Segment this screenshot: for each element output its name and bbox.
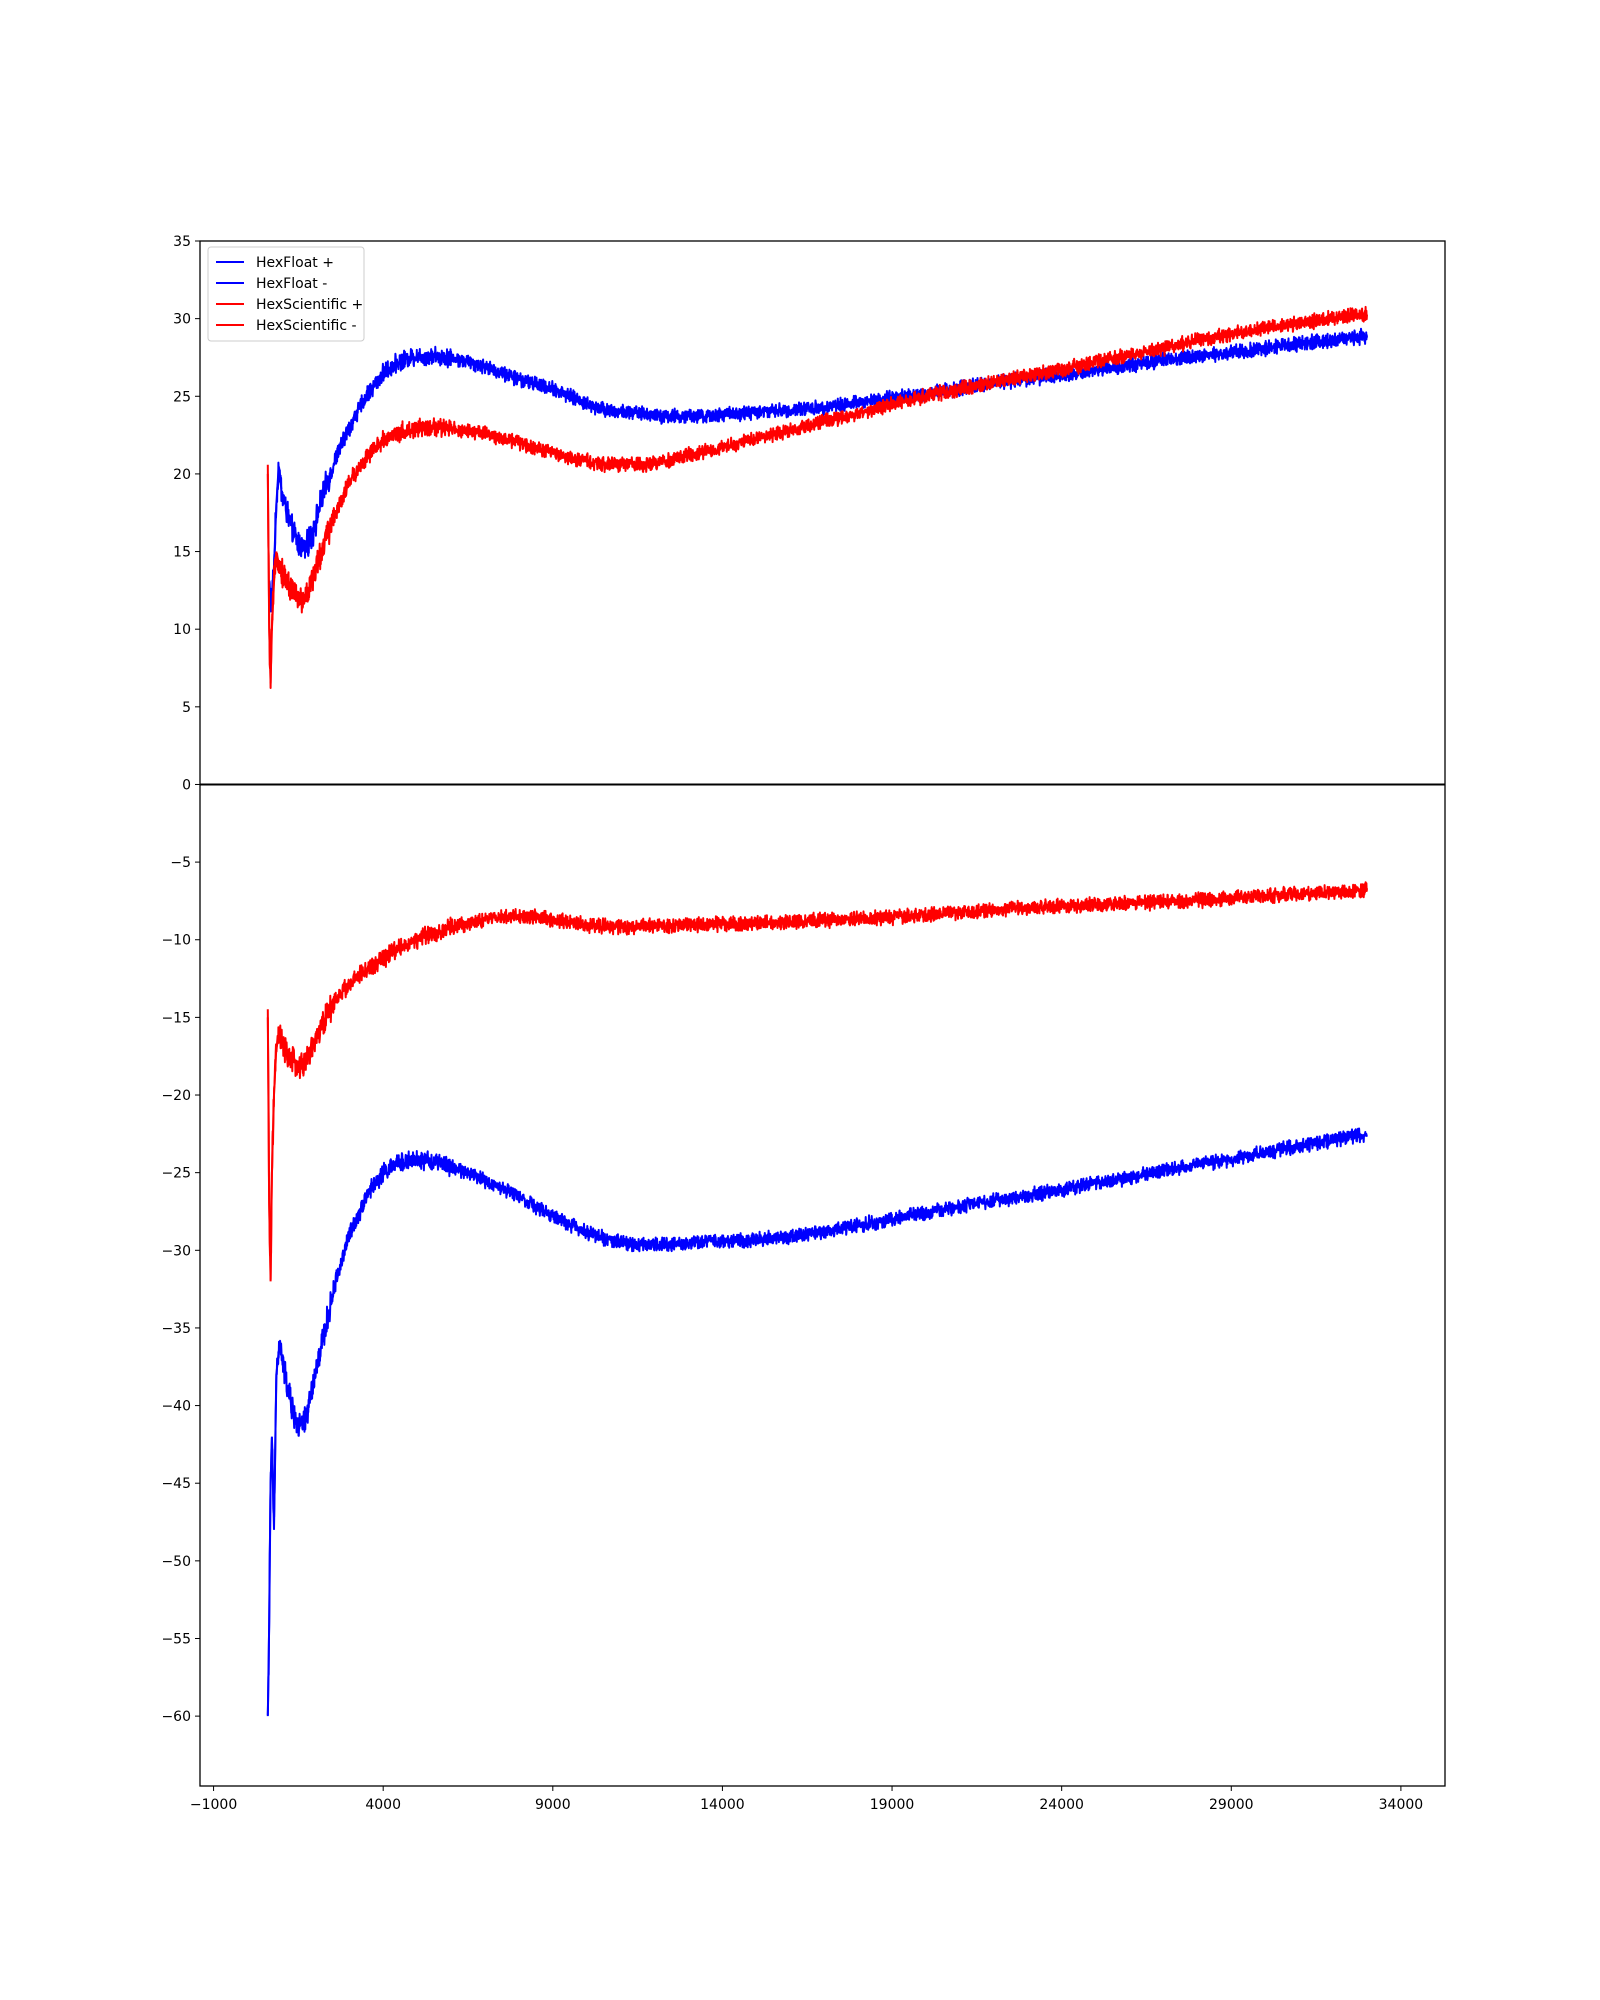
y-tick-label: −25 (161, 1166, 191, 1182)
series-line-0 (268, 327, 1368, 613)
y-tick-label: −40 (161, 1399, 191, 1415)
x-tick-label: 34000 (1379, 1797, 1424, 1813)
x-tick-label: 29000 (1209, 1797, 1254, 1813)
y-tick-label: 25 (173, 389, 191, 405)
y-tick-label: 15 (173, 545, 191, 561)
x-tick-label: 14000 (700, 1797, 745, 1813)
y-tick-label: 30 (173, 312, 191, 328)
y-tick-label: 5 (182, 700, 191, 716)
y-tick-label: −35 (161, 1321, 191, 1337)
series-line-3 (266, 881, 1368, 1281)
x-tick-label: −1000 (190, 1797, 237, 1813)
legend-box (207, 246, 365, 342)
y-tick-label: −15 (161, 1010, 191, 1026)
y-tick-label: −50 (161, 1554, 191, 1570)
x-tick-label: 19000 (870, 1797, 915, 1813)
legend-label: HexScientific + (256, 297, 363, 313)
y-tick-label: −60 (161, 1709, 191, 1725)
series-line-1 (266, 1127, 1368, 1716)
y-tick-label: −20 (161, 1088, 191, 1104)
legend-label: HexFloat - (256, 276, 327, 292)
y-tick-label: 10 (173, 622, 191, 638)
y-tick-label: 0 (182, 777, 191, 793)
x-tick-label: 4000 (365, 1797, 401, 1813)
legend-label: HexScientific - (256, 318, 357, 334)
legend-label: HexFloat + (256, 255, 334, 271)
y-tick-label: 35 (173, 234, 191, 250)
series-early-segment-1 (266, 1343, 281, 1717)
series-line-2 (266, 305, 1368, 689)
y-tick-label: −55 (161, 1631, 191, 1647)
y-tick-label: −45 (161, 1476, 191, 1492)
y-tick-label: 20 (173, 467, 191, 483)
x-tick-label: 24000 (1039, 1797, 1084, 1813)
legend: HexFloat + HexFloat - HexScientific + HexSc… (207, 246, 365, 342)
x-axis: −1000 4000 9000 14000 19000 24000 29000 34000 (190, 1786, 1423, 1813)
y-tick-label: −5 (170, 855, 191, 871)
series-layer (266, 305, 1368, 1717)
series-early-segment-2 (266, 473, 281, 684)
y-axis: 35 30 25 20 15 10 5 0 −5 −10 −15 −20 −25 −30 −35 −40 −45… (161, 234, 200, 1725)
series-early-segment-3 (266, 1017, 281, 1282)
y-tick-label: −10 (161, 933, 191, 949)
series-early-segment-0 (268, 466, 283, 606)
x-tick-label: 9000 (535, 1797, 571, 1813)
plot-frame (199, 240, 1446, 1787)
y-tick-label: −30 (161, 1243, 191, 1259)
